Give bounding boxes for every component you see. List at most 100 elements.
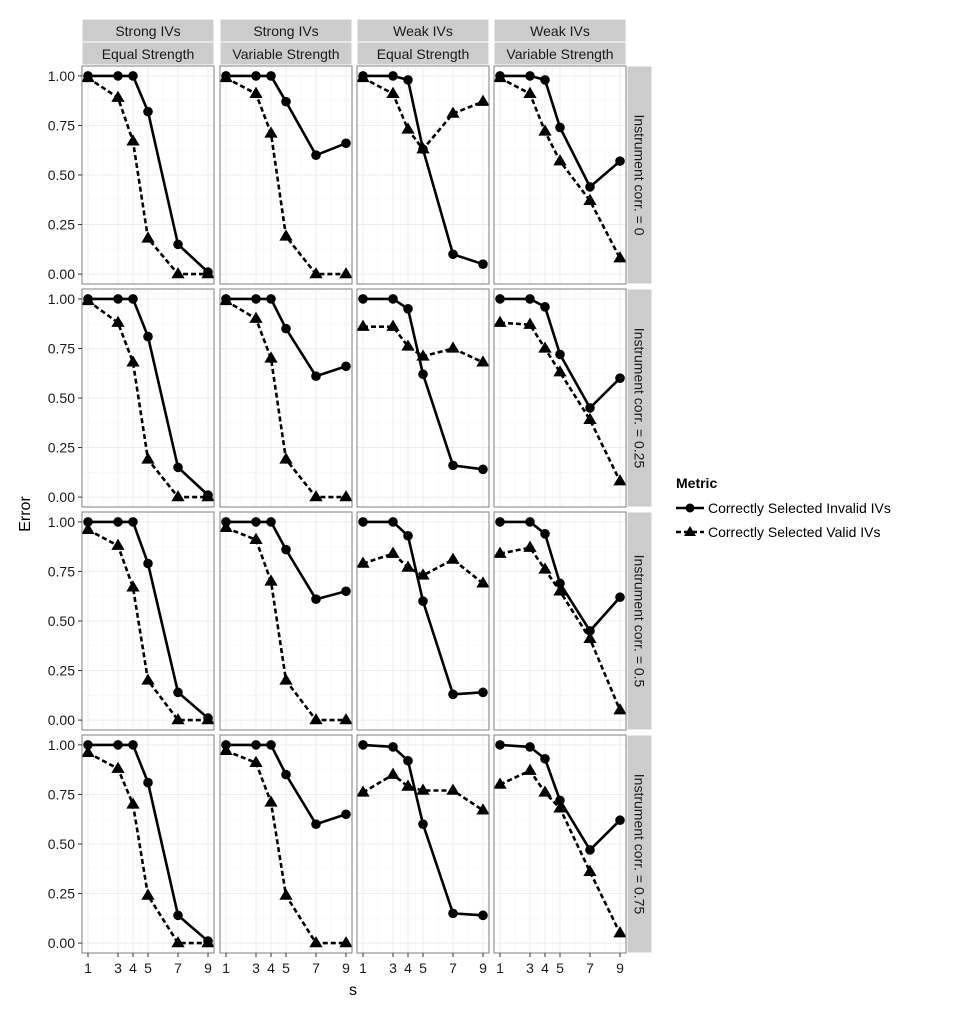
point-valid-triangle (111, 761, 125, 773)
point-valid-triangle (309, 490, 323, 502)
point-valid-triangle (553, 584, 567, 596)
point-valid-triangle (249, 755, 263, 767)
point-invalid-circle (281, 96, 291, 107)
series-line-invalid (226, 520, 347, 601)
legend-item-invalid: Correctly Selected Invalid IVs (676, 500, 891, 516)
point-valid-triangle (126, 580, 140, 592)
series-line-invalid (500, 520, 621, 634)
point-valid-triangle (416, 349, 430, 361)
x-tick-label: 5 (144, 960, 152, 976)
series-line-valid (499, 321, 622, 482)
point-invalid-circle (221, 517, 231, 527)
strip-top-label: Strong IVs (253, 23, 318, 39)
x-tick-label: 7 (449, 960, 457, 976)
strip-column-2: Strong IVs Variable Strength (219, 18, 353, 66)
y-tick-label: 0.75 (48, 117, 75, 133)
legend-key-triangle-icon (684, 526, 696, 536)
point-valid-triangle (476, 355, 490, 367)
point-invalid-circle (388, 517, 398, 527)
point-valid-triangle (476, 576, 490, 588)
point-invalid-circle (495, 740, 505, 750)
point-valid-triangle (309, 936, 323, 948)
strip-bottom-label: Equal Strength (377, 46, 470, 62)
x-tick-label: 3 (252, 960, 260, 976)
point-invalid-circle (128, 517, 138, 527)
point-invalid-circle (83, 517, 93, 527)
point-invalid-circle (403, 530, 413, 541)
point-valid-triangle (446, 106, 460, 118)
panel-r4-c3 (356, 734, 490, 954)
point-valid-triangle (523, 86, 537, 98)
panel-r2-c4 (493, 288, 627, 508)
point-invalid-circle (83, 740, 93, 750)
series-line-invalid (363, 74, 484, 266)
strip-top-label: Weak IVs (393, 23, 453, 39)
point-invalid-circle (143, 331, 153, 342)
strip-column-4: Weak IVs Variable Strength (493, 18, 627, 66)
series-line-invalid (226, 74, 347, 157)
panel-border (493, 511, 627, 731)
panel-r2-c3 (356, 288, 490, 508)
point-invalid-circle (525, 71, 535, 81)
legend-title: Metric (676, 475, 717, 491)
point-valid-triangle (553, 801, 567, 813)
panel-r3-c4 (493, 511, 627, 731)
point-invalid-circle (615, 592, 625, 603)
strip-bottom-label: Equal Strength (102, 46, 195, 62)
point-invalid-circle (203, 713, 213, 723)
point-invalid-circle (615, 156, 625, 166)
point-valid-triangle (386, 86, 400, 98)
point-valid-triangle (401, 122, 415, 134)
point-invalid-circle (525, 517, 535, 527)
y-tick-label: 0.50 (48, 390, 75, 406)
series-line-invalid (88, 743, 209, 943)
point-invalid-circle (251, 294, 261, 304)
point-valid-triangle (446, 552, 460, 564)
point-valid-triangle (401, 779, 415, 791)
y-axis-title: Error (17, 496, 34, 532)
strip-right-label: Instrument corr. = 0.5 (632, 555, 648, 688)
y-tick-label: 0.75 (48, 340, 75, 356)
series-line-invalid (88, 520, 209, 720)
point-invalid-circle (525, 294, 535, 304)
panel-border (493, 288, 627, 508)
point-valid-triangle (111, 90, 125, 102)
panel-r1-c2 (219, 65, 353, 285)
legend-label-invalid: Correctly Selected Invalid IVs (708, 500, 891, 516)
strip-column-1: Strong IVs Equal Strength (81, 18, 215, 66)
point-valid-triangle (523, 540, 537, 552)
point-invalid-circle (143, 777, 153, 788)
point-invalid-circle (448, 249, 458, 260)
point-valid-triangle (264, 795, 278, 807)
strip-right-box (626, 511, 653, 731)
strip-column-3: Weak IVs Equal Strength (356, 18, 490, 66)
point-invalid-circle (341, 138, 351, 149)
series-line-invalid (500, 74, 621, 189)
point-invalid-circle (113, 517, 123, 527)
point-invalid-circle (173, 462, 183, 473)
x-tick-label: 7 (174, 960, 182, 976)
point-valid-triangle (583, 631, 597, 644)
panel-border (219, 65, 353, 285)
point-valid-triangle (583, 412, 597, 424)
x-tick-label: 4 (129, 960, 137, 976)
panel-r3-c2 (219, 511, 353, 731)
legend: Metric Correctly Selected Invalid IVs Co… (676, 475, 891, 540)
point-invalid-circle (540, 75, 550, 85)
point-valid-triangle (401, 339, 415, 351)
legend-label-valid: Correctly Selected Valid IVs (708, 524, 880, 540)
point-invalid-circle (281, 769, 291, 780)
strip-top-label: Strong IVs (115, 23, 180, 39)
panel-r2-c1 (81, 288, 215, 508)
point-invalid-circle (525, 742, 535, 752)
point-invalid-circle (221, 740, 231, 750)
point-valid-triangle (553, 365, 567, 377)
x-tick-label: 3 (389, 960, 397, 976)
point-invalid-circle (128, 71, 138, 81)
series-line-invalid (499, 743, 621, 853)
point-invalid-circle (403, 304, 413, 314)
y-tick-label: 0.50 (48, 167, 75, 183)
